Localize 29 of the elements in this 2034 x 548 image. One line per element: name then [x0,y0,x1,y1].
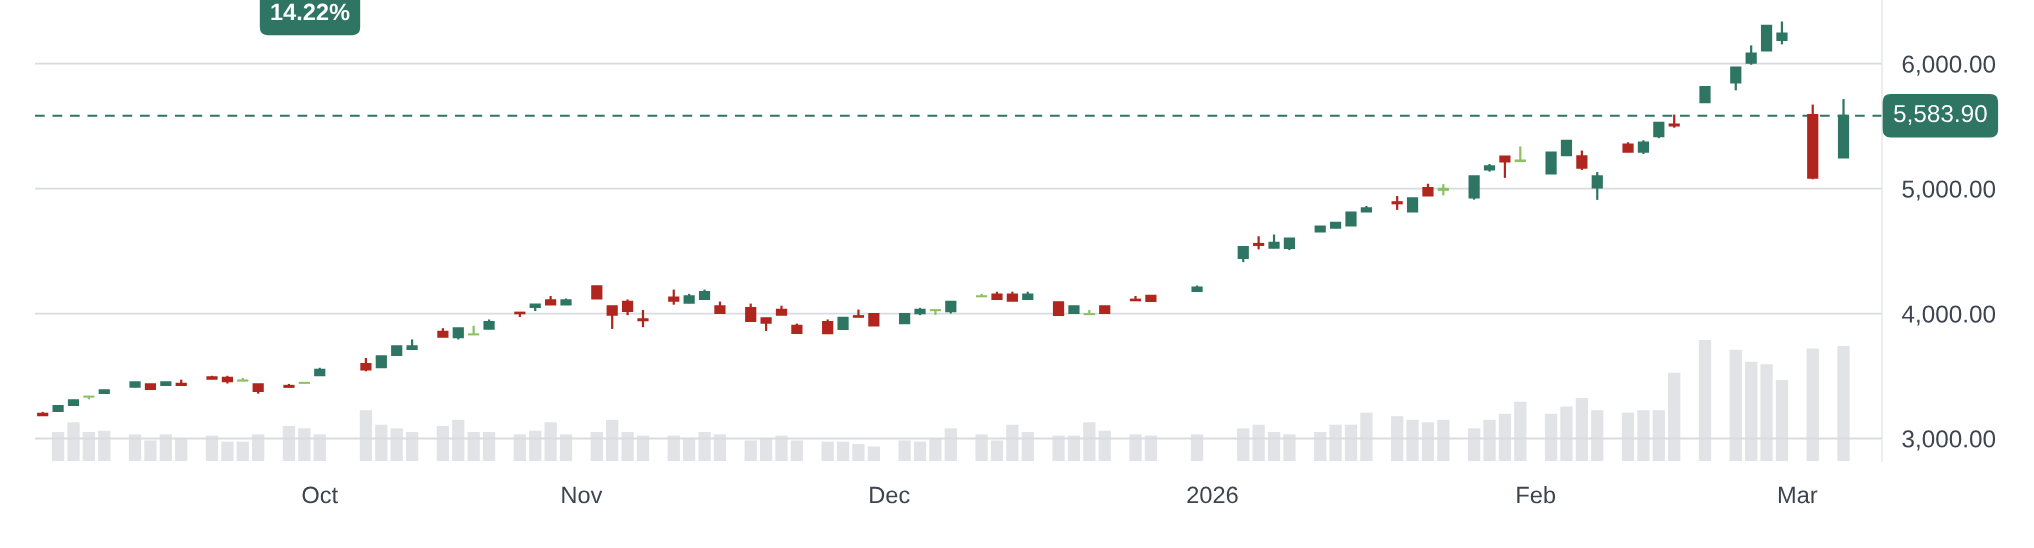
candlestick [1776,20,1788,46]
y-tick-label: 4,000.00 [1902,305,1996,326]
x-tick-label: Mar [1778,486,1818,504]
candlestick [1545,151,1557,175]
bar [852,444,865,461]
candlestick [1591,170,1603,201]
y-tick-label: 6,000.00 [1902,55,1996,76]
bar [221,441,234,461]
candlestick [1499,155,1511,180]
bar [821,441,834,461]
bar [836,441,850,461]
candlestick [1468,174,1480,201]
annotation: 14.22% [271,3,350,21]
bar [236,441,249,461]
candlestick [1730,65,1742,92]
x-tick-label: Oct [302,486,338,504]
ref-line-label: 5,583.90 [1894,105,1987,126]
bar [867,446,880,461]
candlestick [929,308,942,316]
y-tick-label: 3,000.00 [1902,430,1996,451]
y-tick-label: 5,000.00 [1902,180,1996,201]
x-tick-label: Nov [562,486,603,504]
candlestick [606,304,618,331]
candlestick [1576,149,1588,172]
x-tick-label: Dec [870,486,910,504]
x-tick-label: Feb [1517,486,1556,504]
x-tick-label: 2026 [1187,486,1238,504]
candlestick [1745,44,1757,66]
bar [913,441,927,461]
